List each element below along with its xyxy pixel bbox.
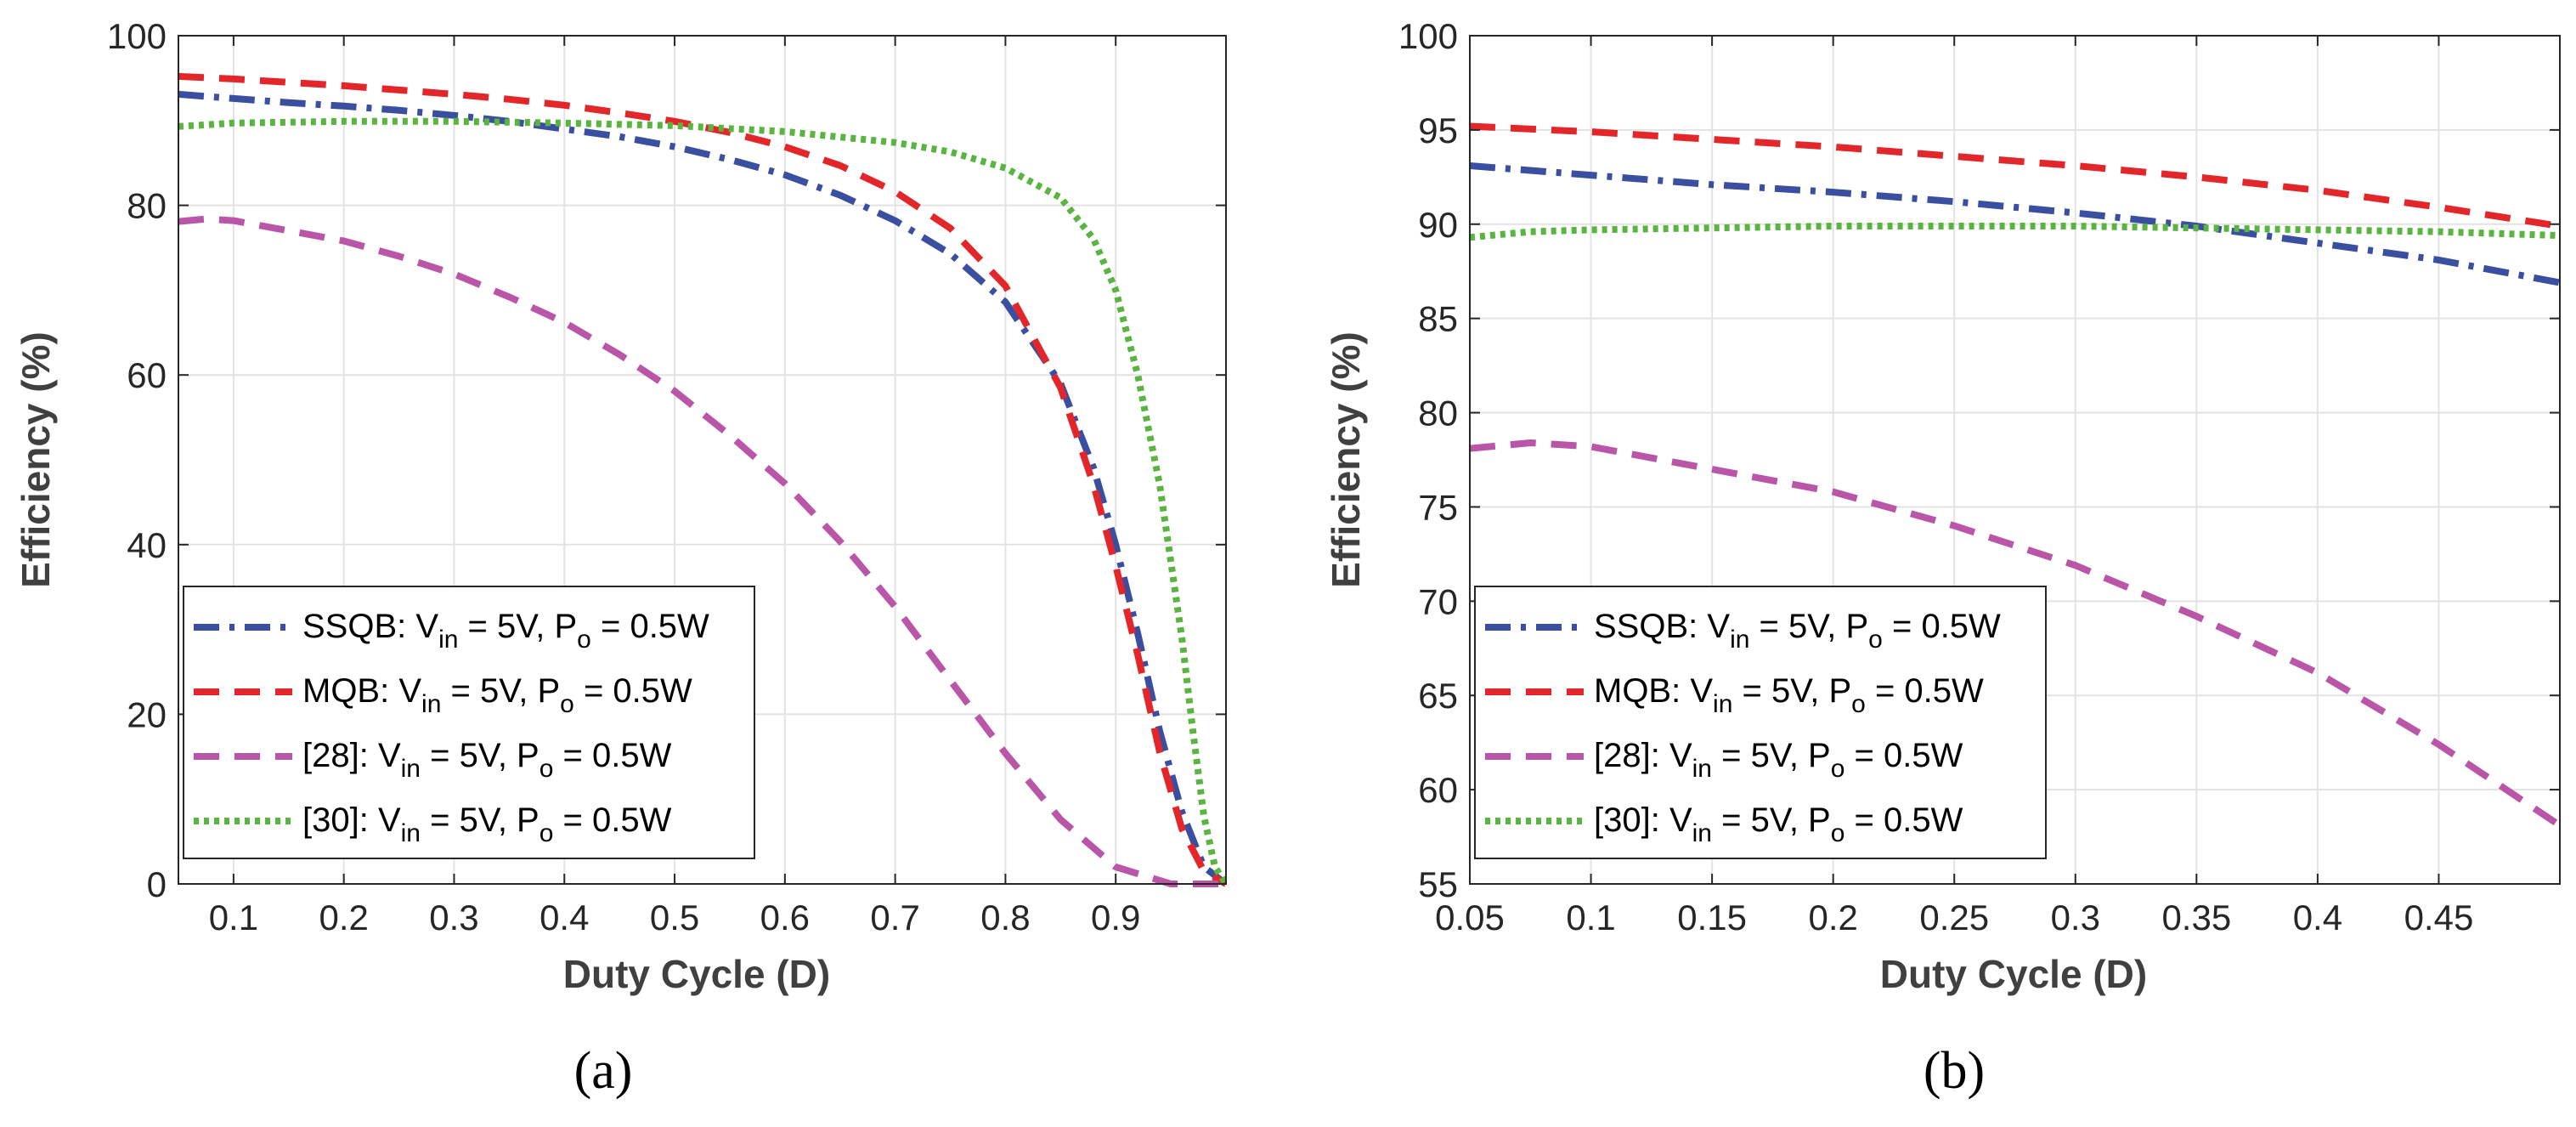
y-tick-label: 60 <box>1418 770 1458 810</box>
x-tick-label: 0.1 <box>209 898 258 937</box>
axes-box <box>1469 35 2561 885</box>
legend-label: SSQB: Vin = 5V, Po = 0.5W <box>1594 608 2001 654</box>
series-line-30 <box>1470 223 2560 241</box>
series-lines <box>178 72 1226 887</box>
x-tick-label: 0.25 <box>1919 898 1989 937</box>
x-tick-label: 0.9 <box>1091 898 1140 937</box>
x-tick-label: 0.3 <box>429 898 478 937</box>
panel-label: (b) <box>1924 1042 1985 1100</box>
legend-box <box>1474 586 2047 859</box>
y-tick-label: 90 <box>1418 205 1458 245</box>
x-tick-label: 0.15 <box>1677 898 1747 937</box>
y-tick-label: 70 <box>1418 581 1458 621</box>
x-tick-label: 0.4 <box>539 898 589 937</box>
y-tick-label: 95 <box>1418 110 1458 150</box>
y-axis-label: Efficiency (%) <box>14 331 58 588</box>
series-line-MQB <box>178 72 1226 887</box>
chart-panel-b: 0.05 0.1 0.15 0.2 0.25 0.3 0.35 0.4 0.45 55 60 65 70… <box>1324 16 2561 1100</box>
x-tick-label: 0.5 <box>650 898 699 937</box>
y-tick-label: 60 <box>127 355 167 395</box>
y-tick-label: 75 <box>1418 487 1458 527</box>
series-line-SSQB <box>178 90 1226 887</box>
legend: SSQB: Vin = 5V, Po = 0.5W MQB: Vin = 5V, … <box>183 586 755 859</box>
y-tick-label: 80 <box>127 186 167 226</box>
series-line-MQB <box>1470 122 2560 229</box>
chart-panel-a: 0.1 0.2 0.3 0.4 0.5 0.6 0.7 0.8 0.9 0 20 40 60 80 100 D… <box>14 16 1227 1100</box>
y-tick-label: 40 <box>127 525 167 565</box>
x-axis-label: Duty Cycle (D) <box>563 952 830 996</box>
y-tick-label: 55 <box>1418 864 1458 904</box>
x-tick-label: 0.8 <box>980 898 1030 937</box>
y-tick-label: 80 <box>1418 394 1458 433</box>
legend-label: MQB: Vin = 5V, Po = 0.5W <box>1594 672 1984 718</box>
legend-box <box>183 586 755 859</box>
x-tick-label: 0.4 <box>2293 898 2342 937</box>
x-tick-label: 0.6 <box>760 898 810 937</box>
x-tick-label: 0.2 <box>1808 898 1857 937</box>
legend: SSQB: Vin = 5V, Po = 0.5W MQB: Vin = 5V, … <box>1474 586 2047 859</box>
axes-box <box>178 35 1227 885</box>
x-tick-label: 0.05 <box>1435 898 1505 937</box>
y-tick-label: 20 <box>127 694 167 734</box>
y-tick-label: 85 <box>1418 299 1458 339</box>
series-line-30 <box>178 117 1226 886</box>
x-tick-label: 0.7 <box>870 898 919 937</box>
x-tick-label: 0.1 <box>1566 898 1615 937</box>
series-lines <box>1470 122 2560 829</box>
legend-label: [30]: Vin = 5V, Po = 0.5W <box>1594 801 1963 847</box>
series-line-SSQB <box>1470 162 2560 286</box>
series-line-28 <box>1470 439 2560 829</box>
legend-label: SSQB: Vin = 5V, Po = 0.5W <box>302 608 709 654</box>
y-tick-label: 0 <box>147 864 167 904</box>
y-tick-label: 100 <box>1398 16 1458 56</box>
y-tick-label: 100 <box>107 16 167 56</box>
legend-label: [30]: Vin = 5V, Po = 0.5W <box>302 801 672 847</box>
legend-label: [28]: Vin = 5V, Po = 0.5W <box>302 737 672 783</box>
legend-label: [28]: Vin = 5V, Po = 0.5W <box>1594 737 1963 783</box>
y-tick-label: 65 <box>1418 676 1458 716</box>
x-tick-label: 0.3 <box>2051 898 2100 937</box>
legend-label: MQB: Vin = 5V, Po = 0.5W <box>302 672 692 718</box>
x-axis-label: Duty Cycle (D) <box>1880 952 2147 996</box>
x-tick-label: 0.35 <box>2161 898 2231 937</box>
x-tick-label: 0.45 <box>2404 898 2474 937</box>
ticks <box>1469 35 2560 885</box>
x-tick-label: 0.2 <box>319 898 368 937</box>
y-axis-label: Efficiency (%) <box>1324 331 1368 588</box>
panel-label: (a) <box>574 1042 633 1100</box>
series-line-28 <box>178 215 1226 887</box>
